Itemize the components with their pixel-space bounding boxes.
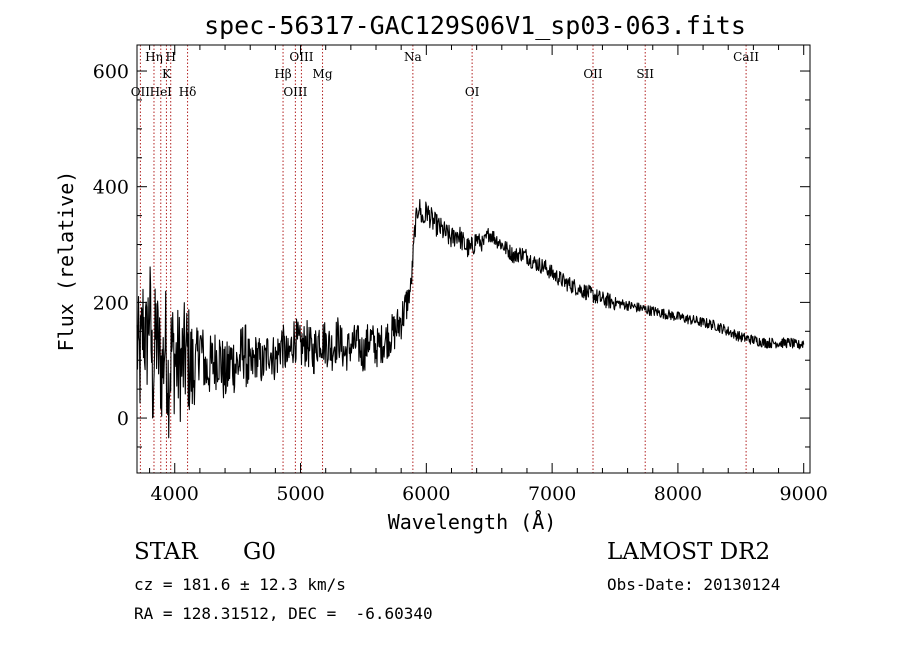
spectral-line-label: OII [131,85,151,99]
spectral-line-label: Hδ [179,85,197,99]
spectral-line-label: H [165,50,175,64]
spectral-line-label: Mg [313,67,333,81]
survey-name: LAMOST DR2 [607,539,771,565]
y-axis: 0 200 400 600 [93,61,810,448]
y-tick-label: 0 [117,408,129,430]
spectrum-series-line [136,198,805,439]
spectral-line-markers [139,45,747,473]
x-tick-label: 5000 [276,483,324,505]
spectral-line-label: HeI [150,85,173,99]
plot-frame [136,44,811,474]
spectral-line-label: Hβ [274,67,291,81]
chart-title: spec-56317-GAC129S06V1_sp03-063.fits [204,11,746,40]
object-class: STAR [134,539,198,565]
spectral-line-label: OIII [289,50,313,64]
object-subclass: G0 [243,539,277,565]
spectral-line-label: OI [465,85,480,99]
spectral-line-label: SII [636,67,654,81]
x-tick-label: 9000 [780,483,828,505]
coordinates: RA = 128.31512, DEC = -6.60340 [134,604,433,623]
y-tick-label: 400 [93,177,129,199]
x-tick-label: 4000 [151,483,199,505]
y-tick-label: 200 [93,292,129,314]
redshift-text: cz = 181.6 ± 12.3 km/s [134,575,346,594]
spectral-line-label: OIII [283,85,307,99]
spectral-line-label: K [162,67,172,81]
y-axis-label: Flux (relative) [54,171,78,352]
obs-date: Obs-Date: 20130124 [607,575,781,594]
x-tick-label: 6000 [402,483,450,505]
x-tick-label: 8000 [654,483,702,505]
y-tick-label: 600 [93,61,129,83]
spectral-line-label: CaII [733,50,759,64]
spectral-line-label: Hη [145,50,163,64]
spectral-line-label: OII [583,67,603,81]
x-tick-label: 7000 [528,483,576,505]
x-axis-label: Wavelength (Å) [388,510,557,534]
spectral-line-label: Na [404,50,422,64]
x-axis: 4000 5000 6000 7000 8000 9000 [149,45,828,505]
